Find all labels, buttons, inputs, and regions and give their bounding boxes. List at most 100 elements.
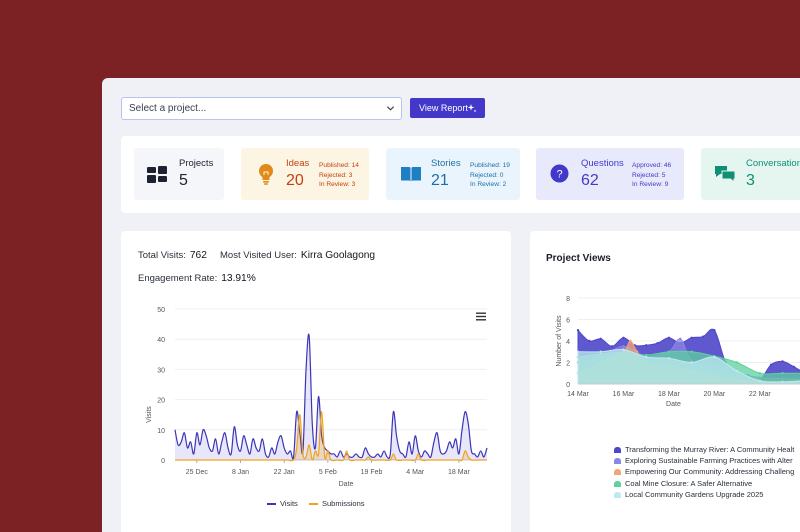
stories-card[interactable]: Stories 21 Published: 19 Rejected: 0 In …: [386, 148, 520, 200]
y-tick-label: 4: [566, 339, 570, 346]
questions-approved: Approved: 46: [632, 162, 672, 169]
projects-count: 5: [179, 172, 188, 189]
project-data-point: [758, 379, 762, 382]
project-data-point: [758, 372, 762, 375]
x-tick-label: 8 Jan: [232, 469, 249, 476]
project-data-point: [656, 341, 659, 345]
y-tick-label: 2: [566, 361, 570, 368]
legend-swatch: [614, 480, 621, 487]
legend-item[interactable]: Exploring Sustainable Farming Practices …: [614, 455, 794, 466]
most-visited-stat: Most Visited User: Kirra Goolagong: [220, 250, 375, 261]
x-tick-label: 14 Mar: [567, 391, 589, 398]
x-tick-label: 22 Mar: [749, 391, 771, 398]
lightbulb-icon: [259, 164, 273, 185]
y-tick-label: 6: [566, 318, 570, 325]
legend-item[interactable]: Empowering Our Community: Addressing Cha…: [614, 466, 794, 477]
stats-bar: Projects 5 Ideas 20 Published: 14 Reject…: [121, 136, 800, 213]
conversations-title: Conversations: [746, 158, 800, 169]
project-views-legend: Transforming the Murray River: A Communi…: [614, 444, 794, 500]
x-axis-label: Date: [339, 481, 354, 488]
project-data-point: [667, 350, 671, 353]
legend-label: Transforming the Murray River: A Communi…: [625, 445, 795, 454]
menu-icon[interactable]: [476, 312, 486, 321]
chat-bubbles-icon: [715, 166, 736, 184]
project-data-point: [781, 360, 784, 363]
x-tick-label: 16 Mar: [613, 391, 635, 398]
projects-title: Projects: [179, 158, 214, 169]
project-data-point: [667, 336, 671, 339]
project-data-point: [667, 357, 671, 360]
series-area-0: [175, 334, 487, 460]
legend-visits[interactable]: Visits: [267, 499, 298, 508]
project-data-point: [644, 355, 648, 359]
stories-count: 21: [431, 172, 449, 189]
questions-card[interactable]: ? Questions 62 Approved: 46 Rejected: 5 …: [536, 148, 684, 200]
x-tick-label: 5 Feb: [319, 469, 337, 476]
project-data-point: [599, 350, 602, 353]
project-data-point: [701, 335, 705, 338]
total-visits-stat: Total Visits: 762: [138, 250, 207, 261]
x-tick-label: 18 Mar: [448, 469, 470, 476]
x-tick-label: 25 Dec: [186, 469, 209, 476]
y-tick-label: 0: [161, 458, 165, 465]
project-data-point: [576, 350, 580, 353]
project-data-point: [576, 329, 580, 332]
legend-swatch: [614, 469, 621, 476]
question-icon: ?: [550, 164, 569, 183]
project-select-placeholder: Select a project...: [129, 103, 207, 114]
ideas-count: 20: [286, 172, 304, 189]
legend-submissions[interactable]: Submissions: [309, 499, 365, 508]
y-tick-label: 10: [157, 428, 165, 435]
x-tick-label: 22 Jan: [274, 469, 295, 476]
legend-swatch: [614, 447, 621, 454]
legend-label: Exploring Sustainable Farming Practices …: [625, 456, 793, 466]
x-axis-label: Date: [666, 401, 681, 408]
project-data-point: [690, 336, 693, 339]
project-data-point: [735, 369, 739, 373]
project-data-point: [599, 337, 602, 341]
x-tick-label: 20 Mar: [703, 391, 725, 398]
questions-count: 62: [581, 172, 599, 189]
x-tick-label: 4 Mar: [406, 469, 425, 476]
series-line-visits: [174, 333, 488, 460]
legend-item[interactable]: Coal Mine Closure: A Safer Alternative: [614, 478, 794, 489]
ideas-card[interactable]: Ideas 20 Published: 14 Rejected: 3 In Re…: [241, 148, 369, 200]
x-tick-label: 19 Feb: [361, 469, 383, 476]
total-visits-value: 762: [189, 250, 207, 261]
legend-item[interactable]: Local Community Gardens Upgrade 2025: [614, 489, 794, 500]
series-line-submissions: [174, 411, 487, 462]
conversations-card[interactable]: Conversations 3: [701, 148, 800, 200]
total-visits-label: Total Visits:: [138, 250, 186, 261]
project-data-point: [622, 336, 625, 339]
engagement-panel: Total Visits: 762 Most Visited User: Kirra…: [121, 231, 511, 532]
project-data-point: [635, 350, 639, 353]
most-visited-value: Kirra Goolagong: [300, 250, 376, 261]
projects-icon: [147, 166, 167, 183]
project-data-point: [622, 345, 625, 348]
engagement-rate-stat: Engagement Rate: 13.91%: [138, 273, 256, 284]
project-data-point: [713, 355, 716, 359]
engagement-rate-value: 13.91%: [221, 273, 256, 284]
stories-rejected: Rejected: 0: [470, 171, 504, 179]
project-data-point: [644, 344, 648, 347]
ideas-rejected: Rejected: 3: [319, 171, 353, 179]
view-report-button[interactable]: View Report: [410, 98, 485, 118]
questions-rejected: Rejected: 5: [632, 171, 666, 179]
ideas-title: Ideas: [286, 158, 310, 169]
view-report-label: View Report: [419, 103, 468, 113]
ideas-published: Published: 14: [319, 162, 359, 169]
y-tick-label: 0: [566, 382, 570, 389]
legend-visits-label: Visits: [280, 499, 298, 508]
x-tick-label: 18 Mar: [658, 391, 680, 398]
legend-label: Local Community Gardens Upgrade 2025: [625, 489, 764, 499]
project-data-point: [781, 380, 784, 384]
y-axis-label: Visits: [146, 406, 153, 423]
stories-published: Published: 19: [470, 162, 510, 169]
legend-item[interactable]: Transforming the Murray River: A Communi…: [614, 444, 794, 455]
projects-card[interactable]: Projects 5: [134, 148, 224, 200]
project-data-point: [792, 365, 796, 368]
questions-title: Questions: [581, 158, 624, 169]
stories-in-review: In Review: 2: [470, 181, 507, 189]
project-select[interactable]: Select a project...: [121, 97, 402, 120]
